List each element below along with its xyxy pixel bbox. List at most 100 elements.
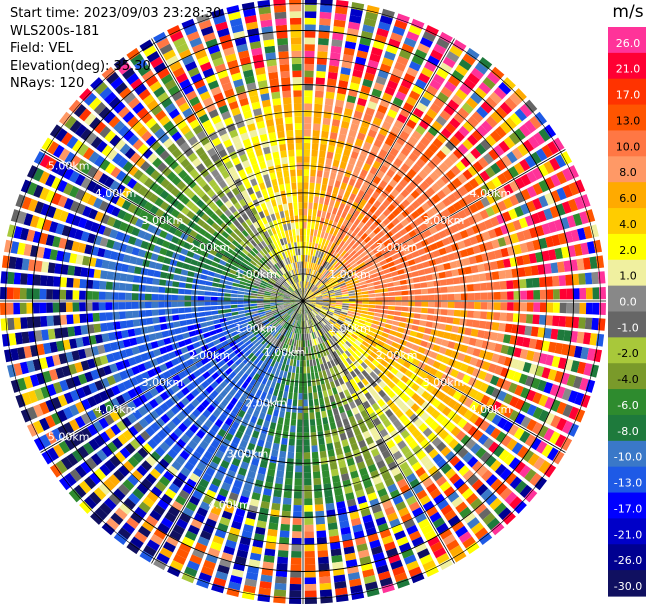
range-gate-cell — [184, 566, 198, 578]
range-gate-cell — [474, 187, 485, 198]
range-gate-cell — [513, 461, 526, 474]
range-gate-cell — [436, 522, 449, 535]
range-gate-cell — [243, 524, 254, 533]
range-gate-cell — [408, 295, 415, 301]
range-gate-cell — [281, 397, 287, 405]
range-gate-cell — [243, 412, 252, 421]
range-gate-cell — [494, 249, 503, 259]
range-gate-cell — [506, 280, 514, 290]
range-gate-cell — [392, 385, 401, 394]
range-gate-cell — [306, 360, 310, 367]
range-gate-cell — [315, 294, 322, 297]
range-gate-cell — [562, 420, 573, 434]
range-gate-cell — [308, 195, 314, 203]
range-gate-cell — [325, 226, 331, 234]
range-gate-cell — [309, 302, 316, 305]
range-gate-cell — [420, 380, 430, 390]
range-gate-cell — [303, 393, 308, 400]
range-gate-cell — [412, 445, 423, 455]
range-gate-cell — [475, 233, 485, 243]
range-gate-cell — [487, 341, 496, 351]
range-gate-cell — [364, 392, 373, 400]
range-gate-cell — [426, 108, 438, 119]
range-gate-cell — [513, 88, 527, 102]
range-gate-cell — [466, 346, 475, 355]
range-gate-cell — [279, 450, 287, 459]
range-gate-cell — [298, 327, 301, 334]
range-gate-cell — [333, 287, 341, 291]
range-gate-cell — [364, 275, 372, 281]
range-gate-cell — [386, 350, 394, 358]
range-gate-cell — [319, 450, 327, 459]
range-gate-cell — [468, 337, 477, 346]
range-gate-cell — [408, 229, 417, 238]
range-gate-cell — [239, 395, 247, 404]
range-gate-cell — [260, 574, 273, 583]
range-gate-cell — [343, 205, 351, 213]
range-gate-cell — [372, 552, 385, 562]
range-gate-cell — [303, 299, 310, 301]
range-gate-cell — [307, 305, 313, 311]
range-gate-cell — [393, 258, 402, 265]
range-gate-cell — [385, 363, 394, 371]
range-gate-cell — [307, 215, 312, 223]
range-gate-cell — [304, 288, 307, 295]
range-gate-cell — [463, 354, 472, 364]
range-gate-cell — [356, 357, 364, 365]
range-gate-cell — [324, 104, 333, 113]
range-gate-cell — [460, 293, 468, 300]
range-gate-cell — [550, 415, 561, 428]
range-gate-cell — [497, 187, 508, 199]
range-gate-cell — [389, 147, 399, 157]
range-gate-cell — [419, 320, 427, 327]
range-gate-cell — [589, 256, 598, 269]
range-gate-cell — [351, 333, 358, 340]
range-gate-cell — [335, 274, 342, 280]
range-gate-cell — [329, 199, 335, 207]
range-gate-cell — [420, 314, 428, 320]
range-gate-cell — [513, 500, 527, 514]
range-gate-cell — [399, 178, 409, 188]
range-gate-cell — [378, 372, 386, 380]
range-gate-cell — [307, 373, 311, 380]
range-gate-cell — [317, 44, 329, 52]
range-gate-cell — [420, 212, 430, 222]
range-gate-cell — [329, 132, 338, 140]
range-gate-cell — [324, 396, 330, 404]
range-gate-cell — [368, 290, 375, 294]
range-gate-cell — [347, 257, 354, 264]
range-gate-cell — [275, 576, 287, 584]
range-gate-cell — [431, 409, 441, 420]
range-gate-cell — [178, 542, 192, 553]
range-gate-cell — [303, 380, 307, 387]
range-gate-cell — [315, 305, 322, 309]
range-gate-cell — [252, 409, 260, 418]
range-gate-cell — [313, 202, 318, 210]
range-gate-cell — [401, 290, 409, 296]
range-gate-cell — [344, 277, 351, 282]
range-gate-cell — [383, 252, 391, 259]
range-gate-cell — [404, 434, 415, 445]
range-gate-cell — [453, 112, 465, 124]
range-gate-cell — [283, 491, 292, 499]
range-gate-cell — [305, 281, 307, 289]
range-gate-cell — [369, 327, 377, 333]
range-gate-cell — [326, 286, 333, 291]
range-gate-cell — [425, 321, 433, 328]
range-gate-cell — [447, 301, 455, 308]
range-gate-cell — [334, 262, 340, 269]
range-gate-cell — [520, 290, 527, 300]
range-gate-cell — [366, 421, 375, 430]
range-gate-cell — [331, 475, 341, 483]
range-gate-cell — [411, 250, 420, 258]
range-gate-cell — [349, 215, 357, 224]
range-gate-cell — [295, 319, 298, 327]
range-gate-cell — [291, 332, 295, 340]
range-gate-cell — [346, 163, 355, 172]
range-gate-cell — [211, 455, 222, 465]
range-gate-cell — [340, 270, 347, 276]
range-gate-cell — [442, 533, 456, 546]
range-gate-cell — [308, 283, 312, 290]
range-gate-cell — [318, 157, 325, 165]
range-gate-cell — [364, 202, 373, 210]
